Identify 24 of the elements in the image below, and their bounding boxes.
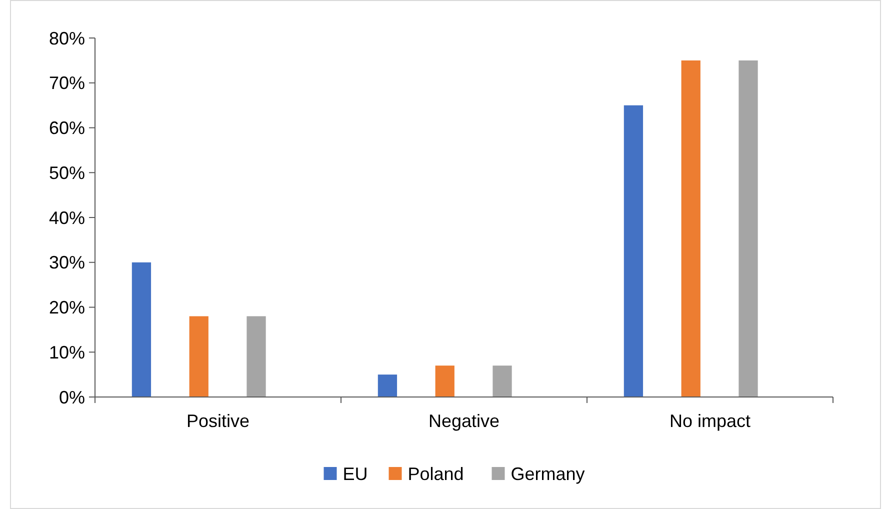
y-tick-label: 10% bbox=[48, 342, 85, 362]
y-tick-label: 50% bbox=[48, 162, 85, 183]
y-tick-label: 40% bbox=[48, 208, 85, 228]
bar bbox=[624, 105, 644, 397]
bar bbox=[246, 316, 266, 397]
y-tick-label: 20% bbox=[48, 298, 85, 318]
bar bbox=[189, 316, 208, 397]
bar bbox=[738, 60, 758, 397]
y-tick-label: 80% bbox=[48, 28, 85, 48]
bar bbox=[492, 366, 512, 397]
bar bbox=[132, 262, 152, 397]
x-tick-label: Positive bbox=[186, 411, 250, 431]
y-tick-label: 0% bbox=[58, 387, 85, 408]
bar bbox=[378, 374, 398, 397]
legend-label: Germany bbox=[510, 464, 585, 484]
y-tick-label: 70% bbox=[48, 73, 85, 94]
legend-label: Poland bbox=[408, 464, 464, 484]
bar bbox=[681, 60, 700, 397]
y-tick-label: 30% bbox=[48, 252, 85, 273]
x-tick-label: Negative bbox=[428, 411, 500, 431]
bar bbox=[435, 366, 454, 397]
legend-label: EU bbox=[342, 464, 368, 484]
y-tick-label: 60% bbox=[48, 118, 85, 138]
x-tick-label: No impact bbox=[669, 411, 751, 431]
